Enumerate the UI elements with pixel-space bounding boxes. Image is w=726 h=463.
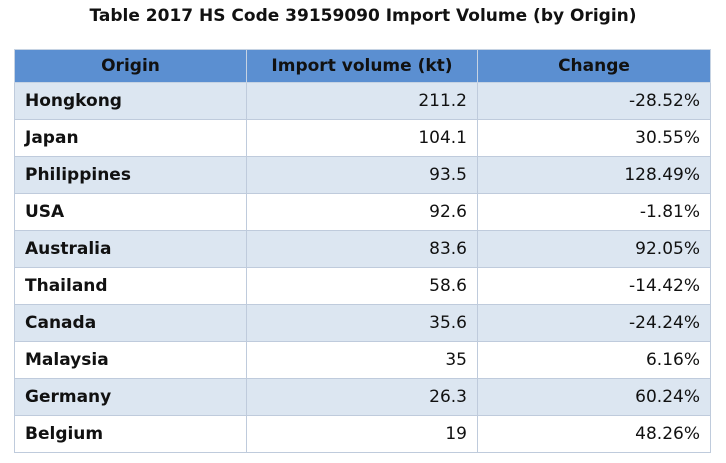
import-table: Origin Import volume (kt) Change Hongkong 2… <box>14 49 711 453</box>
change-cell: 60.24% <box>477 378 711 416</box>
table-row: Belgium 19 48.26% <box>14 415 711 453</box>
table-row: USA 92.6 -1.81% <box>14 193 711 231</box>
origin-cell: Japan <box>14 119 247 157</box>
origin-cell: USA <box>14 193 247 231</box>
change-cell: 128.49% <box>477 156 711 194</box>
change-cell: -24.24% <box>477 304 711 342</box>
table-row: Philippines 93.5 128.49% <box>14 156 711 194</box>
table-row: Germany 26.3 60.24% <box>14 378 711 416</box>
change-cell: 48.26% <box>477 415 711 453</box>
volume-cell: 211.2 <box>246 82 478 120</box>
volume-cell: 93.5 <box>246 156 478 194</box>
table-row: Hongkong 211.2 -28.52% <box>14 82 711 120</box>
volume-cell: 19 <box>246 415 478 453</box>
volume-cell: 104.1 <box>246 119 478 157</box>
table-row: Thailand 58.6 -14.42% <box>14 267 711 305</box>
table-title: Table 2017 HS Code 39159090 Import Volum… <box>89 6 637 26</box>
volume-cell: 35.6 <box>246 304 478 342</box>
volume-cell: 92.6 <box>246 193 478 231</box>
origin-cell: Hongkong <box>14 82 247 120</box>
table-body: Hongkong 211.2 -28.52% Japan 104.1 30.55% Phil… <box>14 82 711 453</box>
origin-cell: Philippines <box>14 156 247 194</box>
origin-cell: Germany <box>14 378 247 416</box>
change-cell: -1.81% <box>477 193 711 231</box>
origin-cell: Canada <box>14 304 247 342</box>
column-header: Change <box>477 49 711 83</box>
volume-cell: 26.3 <box>246 378 478 416</box>
table-row: Canada 35.6 -24.24% <box>14 304 711 342</box>
column-header: Import volume (kt) <box>246 49 478 83</box>
origin-cell: Thailand <box>14 267 247 305</box>
change-cell: 30.55% <box>477 119 711 157</box>
column-header: Origin <box>14 49 247 83</box>
origin-cell: Australia <box>14 230 247 268</box>
change-cell: -14.42% <box>477 267 711 305</box>
volume-cell: 35 <box>246 341 478 379</box>
volume-cell: 58.6 <box>246 267 478 305</box>
volume-cell: 83.6 <box>246 230 478 268</box>
table-row: Malaysia 35 6.16% <box>14 341 711 379</box>
header-row: Origin Import volume (kt) Change <box>14 49 711 83</box>
origin-cell: Belgium <box>14 415 247 453</box>
change-cell: -28.52% <box>477 82 711 120</box>
change-cell: 6.16% <box>477 341 711 379</box>
origin-cell: Malaysia <box>14 341 247 379</box>
table-row: Japan 104.1 30.55% <box>14 119 711 157</box>
table-row: Australia 83.6 92.05% <box>14 230 711 268</box>
change-cell: 92.05% <box>477 230 711 268</box>
